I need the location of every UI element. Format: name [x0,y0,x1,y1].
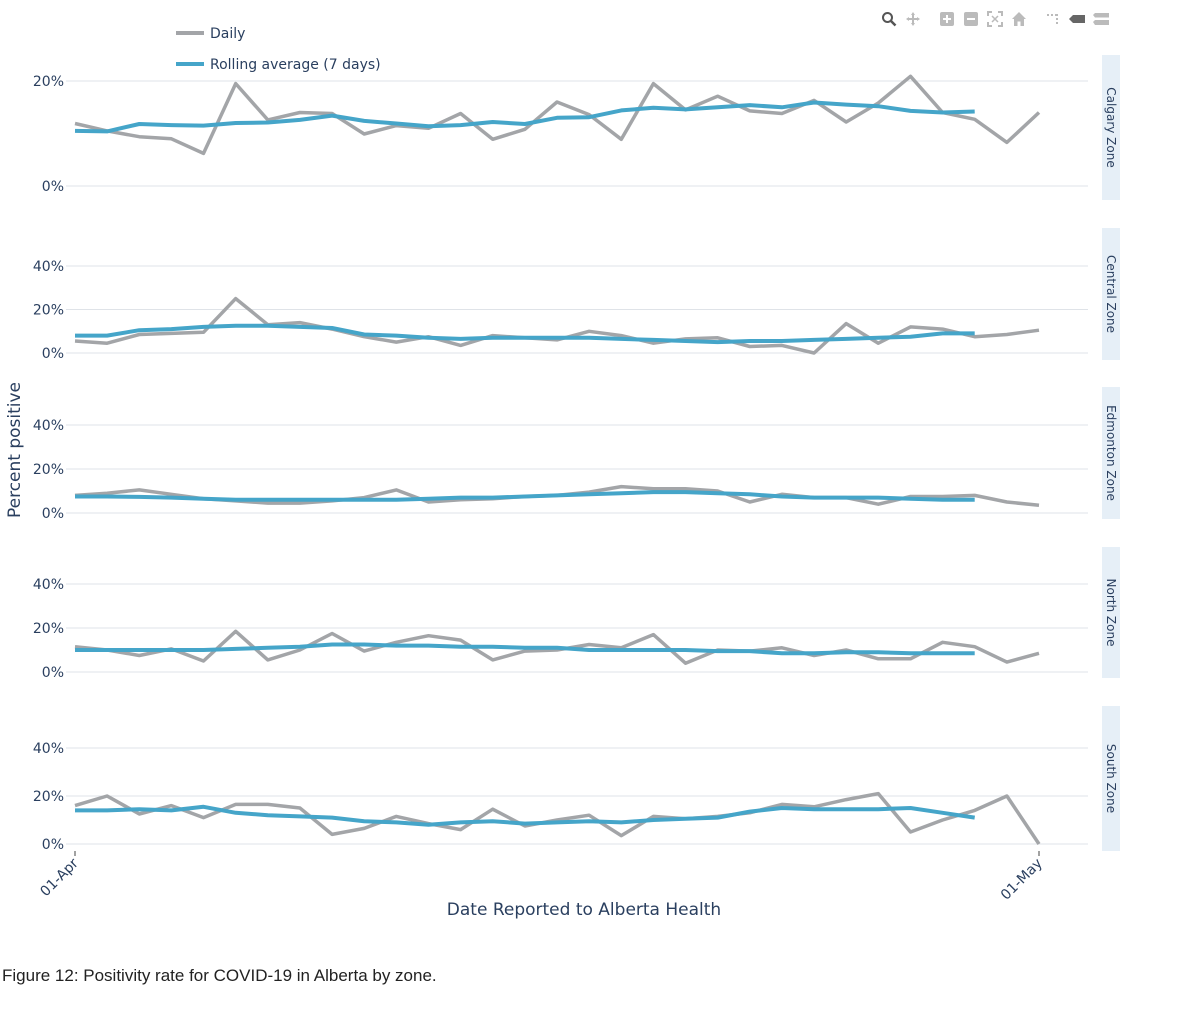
y-tick-label: 20% [33,789,64,805]
hover-compare-icon[interactable] [1092,10,1110,28]
facet-label-edmonton-zone: Edmonton Zone [1104,405,1118,501]
autoscale-icon[interactable] [986,10,1004,28]
legend-label-rolling: Rolling average (7 days) [210,57,381,73]
y-tick-label: 40% [33,259,64,275]
y-tick-label: 40% [33,418,64,434]
series-daily-calgary-zone[interactable] [74,74,1041,156]
modebar [880,10,1110,30]
figure-caption: Figure 12: Positivity rate for COVID-19 … [2,966,437,985]
panel-north-zone: 0% 20% 40% North Zone [33,547,1120,681]
facet-strip [1102,55,1120,200]
series-rolling-central-zone[interactable] [75,323,975,345]
facet-strip [1102,228,1120,360]
y-tick-label: 20% [33,303,64,319]
x-tick-label: 01-Apr [37,855,82,900]
series-rolling-edmonton-zone[interactable] [75,490,975,502]
x-tick-label: 01-May [998,856,1046,904]
y-tick-label: 0% [42,506,64,522]
facet-strip [1102,387,1120,519]
panel-calgary-zone: 0% 20% Calgary Zone [33,55,1120,200]
pan-icon[interactable] [904,10,922,28]
series-rolling-north-zone[interactable] [75,642,975,656]
series-rolling-calgary-zone[interactable] [74,100,975,134]
zoom-icon[interactable] [880,10,898,28]
y-tick-label: 0% [42,346,64,362]
series-daily-central-zone[interactable] [74,296,1040,355]
y-tick-label: 0% [42,665,64,681]
legend[interactable]: Daily Rolling average (7 days) [176,26,381,73]
spike-lines-icon[interactable] [1044,10,1062,28]
zoom-out-icon[interactable] [962,10,980,28]
facet-label-south-zone: South Zone [1104,744,1118,813]
facet-strip [1102,706,1120,851]
panel-edmonton-zone: 0% 20% 40% Edmonton Zone [33,387,1120,522]
zoom-in-icon[interactable] [938,10,956,28]
y-tick-label: 0% [42,179,64,195]
y-tick-label: 40% [33,741,64,757]
panel-central-zone: 0% 20% 40% Central Zone [33,228,1120,362]
facet-label-north-zone: North Zone [1104,579,1118,647]
panels: 0% 20% Calgary Zone 0% 20% 40% Central Zone 0% 2… [33,55,1120,853]
y-tick-label: 40% [33,577,64,593]
reset-axes-icon[interactable] [1010,10,1028,28]
legend-label-daily: Daily [210,26,245,42]
x-axis-title: Date Reported to Alberta Health [447,900,721,920]
hover-closest-icon[interactable] [1068,10,1086,28]
series-daily-north-zone[interactable] [74,629,1040,665]
y-tick-label: 20% [33,621,64,637]
y-tick-label: 0% [42,837,64,853]
x-axis: 01-Apr 01-May [37,851,1046,904]
chart-figure: Daily Rolling average (7 days) 0% 20% Calg… [5,26,1120,920]
series-rolling-south-zone[interactable] [75,804,975,827]
y-tick-label: 20% [33,462,64,478]
facet-label-central-zone: Central Zone [1104,255,1118,333]
y-axis-title: Percent positive [5,382,25,518]
panel-south-zone: 0% 20% 40% South Zone [33,706,1120,853]
y-tick-label: 20% [33,74,64,90]
series-daily-south-zone[interactable] [74,791,1041,845]
facet-strip [1102,547,1120,678]
facet-label-calgary-zone: Calgary Zone [1104,87,1118,167]
